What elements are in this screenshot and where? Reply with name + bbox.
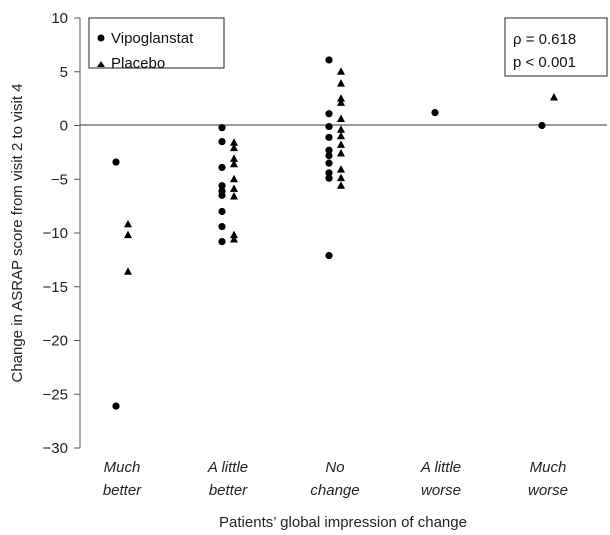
placebo-point bbox=[230, 234, 238, 243]
vipoglanstat-point bbox=[218, 163, 226, 172]
placebo-point bbox=[337, 114, 345, 123]
placebo-point bbox=[550, 93, 558, 101]
placebo-point bbox=[337, 98, 345, 106]
vipoglanstat-point bbox=[325, 174, 333, 182]
legend-circle-marker bbox=[97, 34, 105, 42]
vipoglanstat-point bbox=[218, 191, 226, 199]
legend-triangle-marker bbox=[97, 61, 105, 67]
vipoglanstat-point bbox=[325, 169, 333, 177]
vipoglanstat-point bbox=[218, 222, 226, 231]
placebo-point bbox=[337, 148, 345, 157]
placebo-point bbox=[124, 230, 132, 239]
x-category-label: A little bbox=[420, 459, 461, 476]
placebo-point bbox=[230, 143, 238, 152]
placebo-point bbox=[337, 165, 345, 173]
vipoglanstat-point bbox=[218, 238, 226, 246]
y-tick-label: −15 bbox=[43, 279, 68, 296]
placebo-point bbox=[230, 174, 238, 183]
placebo-point bbox=[230, 159, 238, 168]
y-tick-label: 10 bbox=[51, 10, 68, 27]
placebo-point bbox=[124, 219, 132, 228]
vipoglanstat-point bbox=[325, 110, 333, 118]
vipoglanstat-point bbox=[218, 124, 226, 132]
y-axis-ticks: 10 5 0 −5 −10 −15 −20 −25 −30 bbox=[43, 10, 80, 457]
y-tick-label: −5 bbox=[51, 171, 68, 188]
x-category-label: change bbox=[310, 482, 359, 499]
y-tick-label: 0 bbox=[60, 118, 68, 135]
stats-box-border bbox=[504, 17, 608, 77]
placebo-point bbox=[230, 138, 238, 146]
vipoglanstat-point bbox=[325, 133, 333, 141]
placebo-point bbox=[337, 79, 345, 87]
x-category-label: Much bbox=[104, 459, 141, 476]
placebo-point bbox=[337, 131, 345, 140]
legend-box bbox=[88, 17, 225, 69]
placebo-point bbox=[337, 140, 345, 148]
y-tick-label: 5 bbox=[60, 64, 68, 81]
x-category-label: worse bbox=[528, 482, 568, 499]
y-tick-label: −25 bbox=[43, 386, 68, 403]
y-tick-label: −20 bbox=[43, 333, 68, 350]
placebo-point bbox=[230, 184, 238, 192]
rho-annotation: ρ = 0.618 bbox=[513, 31, 576, 48]
placebo-point bbox=[124, 267, 132, 275]
x-category-label: No bbox=[325, 459, 344, 476]
y-tick-label: −10 bbox=[43, 225, 68, 242]
placebo-point bbox=[337, 67, 345, 75]
statistics-box: ρ = 0.618 p < 0.001 bbox=[504, 17, 608, 77]
vipoglanstat-point bbox=[325, 56, 333, 64]
vipoglanstat-point bbox=[218, 182, 226, 190]
vipoglanstat-point bbox=[325, 251, 333, 260]
y-axis-title: Change in ASRAP score from visit 2 to vi… bbox=[9, 83, 26, 382]
legend: Vipoglanstat Placebo bbox=[88, 17, 225, 72]
x-category-label: better bbox=[209, 482, 248, 499]
data-points bbox=[112, 56, 558, 410]
legend-label-placebo: Placebo bbox=[111, 55, 165, 72]
x-axis-title: Patients’ global impression of change bbox=[219, 514, 467, 531]
vipoglanstat-point bbox=[325, 146, 333, 154]
vipoglanstat-point bbox=[325, 122, 333, 131]
vipoglanstat-point bbox=[325, 159, 333, 167]
vipoglanstat-point bbox=[218, 207, 226, 216]
vipoglanstat-point bbox=[112, 158, 120, 166]
p-value-annotation: p < 0.001 bbox=[513, 54, 576, 71]
vipoglanstat-point bbox=[538, 121, 546, 130]
x-category-label: worse bbox=[421, 482, 461, 499]
vipoglanstat-point bbox=[325, 152, 333, 160]
vipoglanstat-point bbox=[431, 109, 439, 117]
legend-label-vipoglanstat: Vipoglanstat bbox=[111, 30, 194, 47]
x-category-label: A little bbox=[207, 459, 248, 476]
placebo-point bbox=[230, 154, 238, 162]
placebo-point bbox=[337, 173, 345, 182]
placebo-point bbox=[337, 181, 345, 189]
vipoglanstat-point bbox=[218, 138, 226, 146]
vipoglanstat-point bbox=[112, 402, 120, 410]
x-axis-category-labels: Much better A little better No change A little… bbox=[103, 459, 568, 499]
x-category-label: Much bbox=[530, 459, 567, 476]
y-tick-label: −30 bbox=[43, 440, 68, 457]
x-category-label: better bbox=[103, 482, 142, 499]
placebo-point bbox=[337, 94, 345, 102]
placebo-point bbox=[230, 191, 238, 200]
placebo-point bbox=[337, 125, 345, 133]
placebo-point bbox=[230, 230, 238, 239]
